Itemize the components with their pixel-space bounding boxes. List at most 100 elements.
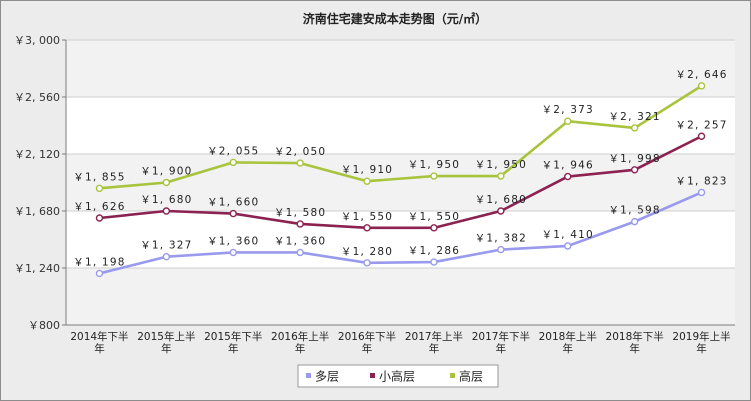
data-label: ￥1, 327 [140,240,192,252]
series-layer: ￥1, 198 ￥1, 327 ￥1, 360 ￥1, 360 ￥1, 280 ￥1, 2… [73,69,727,278]
x-tick-label: 2016年下半年 [338,330,396,355]
series-2: ￥1, 626 ￥1, 680 ￥1, 660 ￥1, 580 ￥1, 550 ￥1, 5… [73,119,727,232]
data-label: ￥1, 900 [140,166,192,178]
data-point [497,207,505,215]
x-tick-label: 2015年下半年 [204,330,262,355]
data-point [564,172,572,181]
chart-title: 济南住宅建安成本走势图（元/㎡） [303,11,487,26]
data-label: ￥1, 680 [475,194,527,206]
data-point [363,177,371,185]
data-point [229,248,237,257]
data-point [95,184,104,193]
data-label: ￥1, 550 [408,211,460,223]
data-label: ￥1, 382 [475,233,527,245]
data-point [363,259,371,267]
data-label: ￥1, 360 [207,235,259,247]
data-label: ￥1, 198 [73,256,125,268]
y-tick-label: ￥800 [28,319,60,332]
y-tick-label: ￥2, 560 [14,91,60,104]
data-label: ￥1, 550 [341,211,393,223]
series-1: ￥1, 198 ￥1, 327 ￥1, 360 ￥1, 360 ￥1, 280 ￥1, 2… [73,175,727,278]
data-label: ￥1, 280 [341,246,393,258]
data-point [430,172,438,180]
x-tick-label: 2017年下半年 [472,330,530,355]
data-label: ￥1, 680 [140,194,192,206]
data-point [630,166,639,174]
series-line [99,191,703,275]
data-point [564,117,572,125]
data-label: ￥1, 286 [408,245,460,257]
data-label: ￥2, 321 [608,111,660,123]
x-tick-label: 2016年上半年 [271,330,329,355]
data-point [229,209,237,218]
data-point [95,269,104,278]
legend: 多层 小高层 高层 [297,364,499,388]
data-point [430,224,438,232]
data-label: ￥2, 257 [675,119,727,131]
data-point [162,253,171,261]
data-point [630,217,639,226]
data-point [497,245,505,254]
data-label: ￥1, 823 [675,175,727,187]
series-line [99,135,703,230]
y-tick-label: ￥1, 680 [14,205,60,218]
series-3: ￥1, 855 ￥1, 900 ￥2, 055 ￥2, 050 ￥1, 910 ￥1, 9… [73,69,727,193]
plot-band [66,97,735,154]
x-tick-label: 2018年下半年 [606,330,664,355]
legend-label: 高层 [459,369,483,384]
data-label: ￥1, 950 [408,159,460,171]
data-point [697,132,706,140]
data-label: ￥2, 055 [207,145,259,157]
legend-swatch [370,373,375,378]
plot-band [66,211,735,268]
data-label: ￥2, 050 [274,146,326,158]
data-point [296,248,304,257]
data-label: ￥1, 946 [542,160,594,172]
legend-box [297,364,499,388]
data-label: ￥1, 910 [341,164,393,176]
data-point [630,124,639,132]
x-tick-label: 2018年上半年 [539,330,597,355]
x-tick-label: 2019年上半年 [672,330,730,355]
legend-swatch [306,373,311,378]
data-label: ￥1, 598 [608,205,660,217]
data-point [497,172,505,180]
series-line [99,84,703,190]
data-label: ￥1, 950 [475,159,527,171]
data-label: ￥1, 626 [73,201,125,213]
data-label: ￥1, 410 [542,229,594,241]
y-tick-label: ￥2, 120 [14,148,60,161]
plot-band [66,40,735,97]
data-point [296,220,304,228]
data-point [229,158,237,167]
data-point [363,224,371,232]
data-point [162,207,171,215]
legend-label: 多层 [315,370,339,384]
data-label: ￥1, 998 [608,153,660,165]
data-point [296,159,304,167]
data-point [430,258,438,266]
x-tick-label: 2015年上半年 [137,330,195,355]
data-point [697,82,706,90]
data-point [697,188,706,197]
plot-band [66,268,735,325]
y-tick-label: ￥1, 240 [14,262,60,275]
x-tick-label: 2017年上半年 [405,330,463,355]
data-label: ￥1, 855 [73,171,125,183]
plot-band [66,154,735,211]
data-point [162,178,171,187]
y-tick-label: ￥3, 000 [14,34,60,47]
data-label: ￥1, 360 [274,235,326,247]
legend-label: 小高层 [379,369,415,384]
data-label: ￥2, 373 [542,104,594,116]
y-axis: ￥800 ￥1, 240 ￥1, 680 ￥2, 120 ￥2, 560 ￥3, 000 [14,34,66,332]
data-point [95,214,104,222]
data-label: ￥1, 580 [274,207,326,219]
x-axis: 2014年下半年 2015年上半年 2015年下半年 2016年上半年 2016年下半年… [70,330,730,355]
legend-swatch [450,373,455,378]
data-label: ￥2, 646 [675,69,727,81]
data-point [564,242,572,250]
x-tick-label: 2014年下半年 [70,330,128,355]
